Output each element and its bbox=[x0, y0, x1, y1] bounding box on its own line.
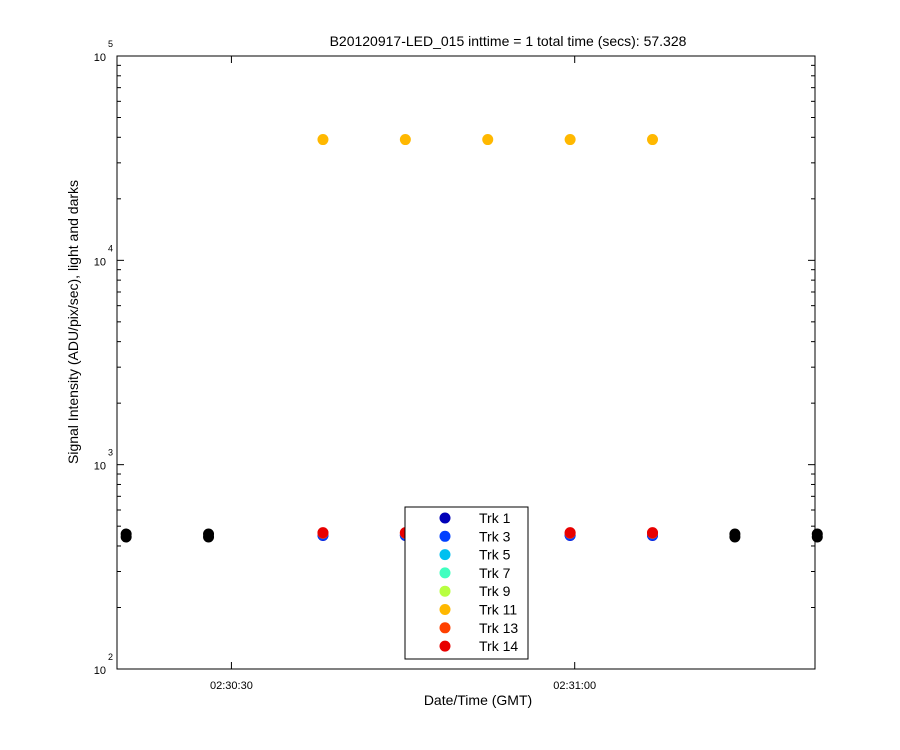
dark-data-point bbox=[203, 531, 215, 543]
data-point bbox=[317, 134, 329, 146]
legend-label: Trk 5 bbox=[479, 547, 511, 563]
legend-label: Trk 14 bbox=[479, 638, 518, 654]
y-tick-label-base: 10 bbox=[94, 52, 106, 64]
legend-box bbox=[404, 506, 529, 660]
chart-title: B20120917-LED_015 inttime = 1 total time… bbox=[330, 33, 687, 49]
y-tick-label-exponent: 2 bbox=[108, 652, 113, 662]
data-point bbox=[647, 134, 659, 146]
legend: Trk 1 Trk 3 Trk 5 Trk 7 Trk 9 Trk 11 Trk 13 Trk… bbox=[404, 506, 529, 660]
x-axis-ticks: 02:30:30 02:31:00 bbox=[210, 56, 596, 692]
legend-marker bbox=[439, 622, 451, 634]
y-tick-label-base: 10 bbox=[94, 665, 106, 677]
y-tick-label-base: 10 bbox=[94, 461, 106, 473]
legend-label: Trk 13 bbox=[479, 620, 518, 636]
data-point bbox=[647, 527, 659, 539]
legend-label: Trk 9 bbox=[479, 583, 511, 599]
legend-marker bbox=[439, 530, 451, 542]
legend-label: Trk 11 bbox=[479, 602, 517, 618]
y-tick-label-exponent: 4 bbox=[108, 243, 113, 253]
legend-label: Trk 7 bbox=[479, 565, 511, 581]
legend-label: Trk 1 bbox=[479, 510, 511, 526]
legend-marker bbox=[439, 512, 451, 524]
legend-marker bbox=[439, 604, 451, 615]
data-point bbox=[317, 527, 329, 539]
data-point bbox=[482, 134, 494, 146]
legend-marker bbox=[439, 585, 451, 597]
x-tick-label: 02:31:00 bbox=[553, 680, 596, 692]
y-tick-label-exponent: 5 bbox=[108, 39, 113, 49]
legend-marker bbox=[439, 549, 451, 561]
dark-data-point bbox=[120, 531, 132, 543]
y-axis-label: Signal Intensity (ADU/pix/sec), light an… bbox=[65, 180, 81, 464]
y-tick-label-base: 10 bbox=[94, 256, 106, 268]
data-point bbox=[564, 527, 576, 539]
x-tick-label: 02:30:30 bbox=[210, 680, 253, 692]
dark-data-point bbox=[729, 531, 741, 543]
legend-marker bbox=[439, 640, 451, 652]
legend-marker bbox=[439, 567, 451, 579]
dark-data-point bbox=[811, 531, 823, 543]
legend-label: Trk 3 bbox=[479, 528, 511, 544]
x-axis-label: Date/Time (GMT) bbox=[424, 692, 532, 708]
y-tick-label-exponent: 3 bbox=[108, 448, 113, 458]
data-point bbox=[564, 134, 576, 146]
data-point bbox=[399, 134, 411, 146]
